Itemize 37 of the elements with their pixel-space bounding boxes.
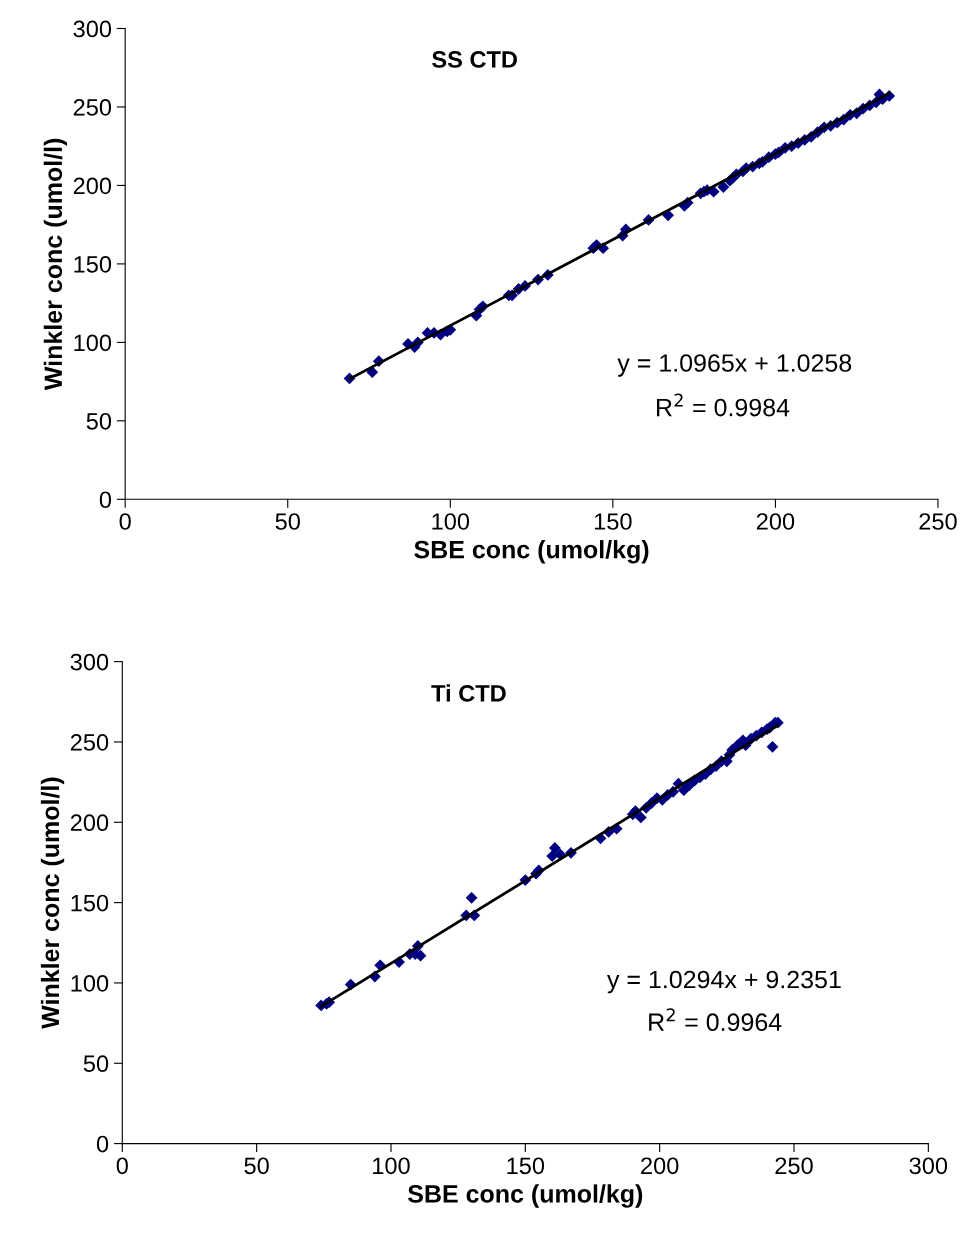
x-tick-label: 50 bbox=[244, 1157, 269, 1175]
annotation: y = 1.0965x + 1.0258 bbox=[617, 354, 852, 377]
x-tick-label: 100 bbox=[432, 513, 470, 530]
y-tick-label: 300 bbox=[70, 653, 109, 671]
y-tick-label: 250 bbox=[70, 734, 109, 751]
text: Ti CTD bbox=[431, 684, 506, 702]
x-tick-label: 200 bbox=[756, 513, 795, 530]
x-tick-label: 150 bbox=[594, 513, 632, 530]
x-axis-title: SBE conc (umol/kg) bbox=[414, 540, 649, 564]
y-tick-label: 200 bbox=[73, 177, 112, 195]
x-tick-label: 150 bbox=[507, 1157, 545, 1175]
y-tick-label: 150 bbox=[71, 894, 109, 912]
x-tick-label: 250 bbox=[775, 1157, 813, 1175]
x-axis-title: SBE conc (umol/kg) bbox=[407, 1184, 643, 1208]
annotation: R$^{2}$ = 0.9964 bbox=[649, 1008, 782, 1032]
x-tick-label: 300 bbox=[909, 1157, 948, 1175]
y-tick-label: 250 bbox=[73, 99, 112, 116]
y-axis-title: Winkler conc (umol/l) bbox=[43, 138, 68, 391]
x-tick-label: 50 bbox=[275, 513, 300, 530]
x-tick-label: 0 bbox=[116, 1157, 128, 1175]
y-tick-label: 50 bbox=[86, 412, 112, 430]
annotation: y = 1.0294x + 9.2351 bbox=[607, 970, 841, 994]
y-tick-label: 50 bbox=[83, 1055, 109, 1073]
y-tick-label: 0 bbox=[96, 1135, 109, 1153]
annotation: R$^{2}$ = 0.9984 bbox=[657, 393, 790, 417]
y-axis-title: Winkler conc (umol/l) bbox=[40, 777, 65, 1029]
text: SS CTD bbox=[432, 51, 517, 68]
y-tick-label: 100 bbox=[74, 334, 112, 352]
x-tick-label: 200 bbox=[641, 1157, 679, 1175]
y-tick-label: 0 bbox=[99, 491, 112, 509]
y-tick-label: 300 bbox=[73, 20, 112, 38]
y-tick-label: 100 bbox=[71, 975, 109, 992]
x-tick-label: 0 bbox=[119, 513, 131, 530]
x-tick-label: 100 bbox=[373, 1157, 410, 1175]
x-tick-label: 250 bbox=[919, 513, 957, 530]
y-tick-label: 200 bbox=[70, 814, 109, 832]
y-tick-label: 150 bbox=[74, 255, 112, 273]
